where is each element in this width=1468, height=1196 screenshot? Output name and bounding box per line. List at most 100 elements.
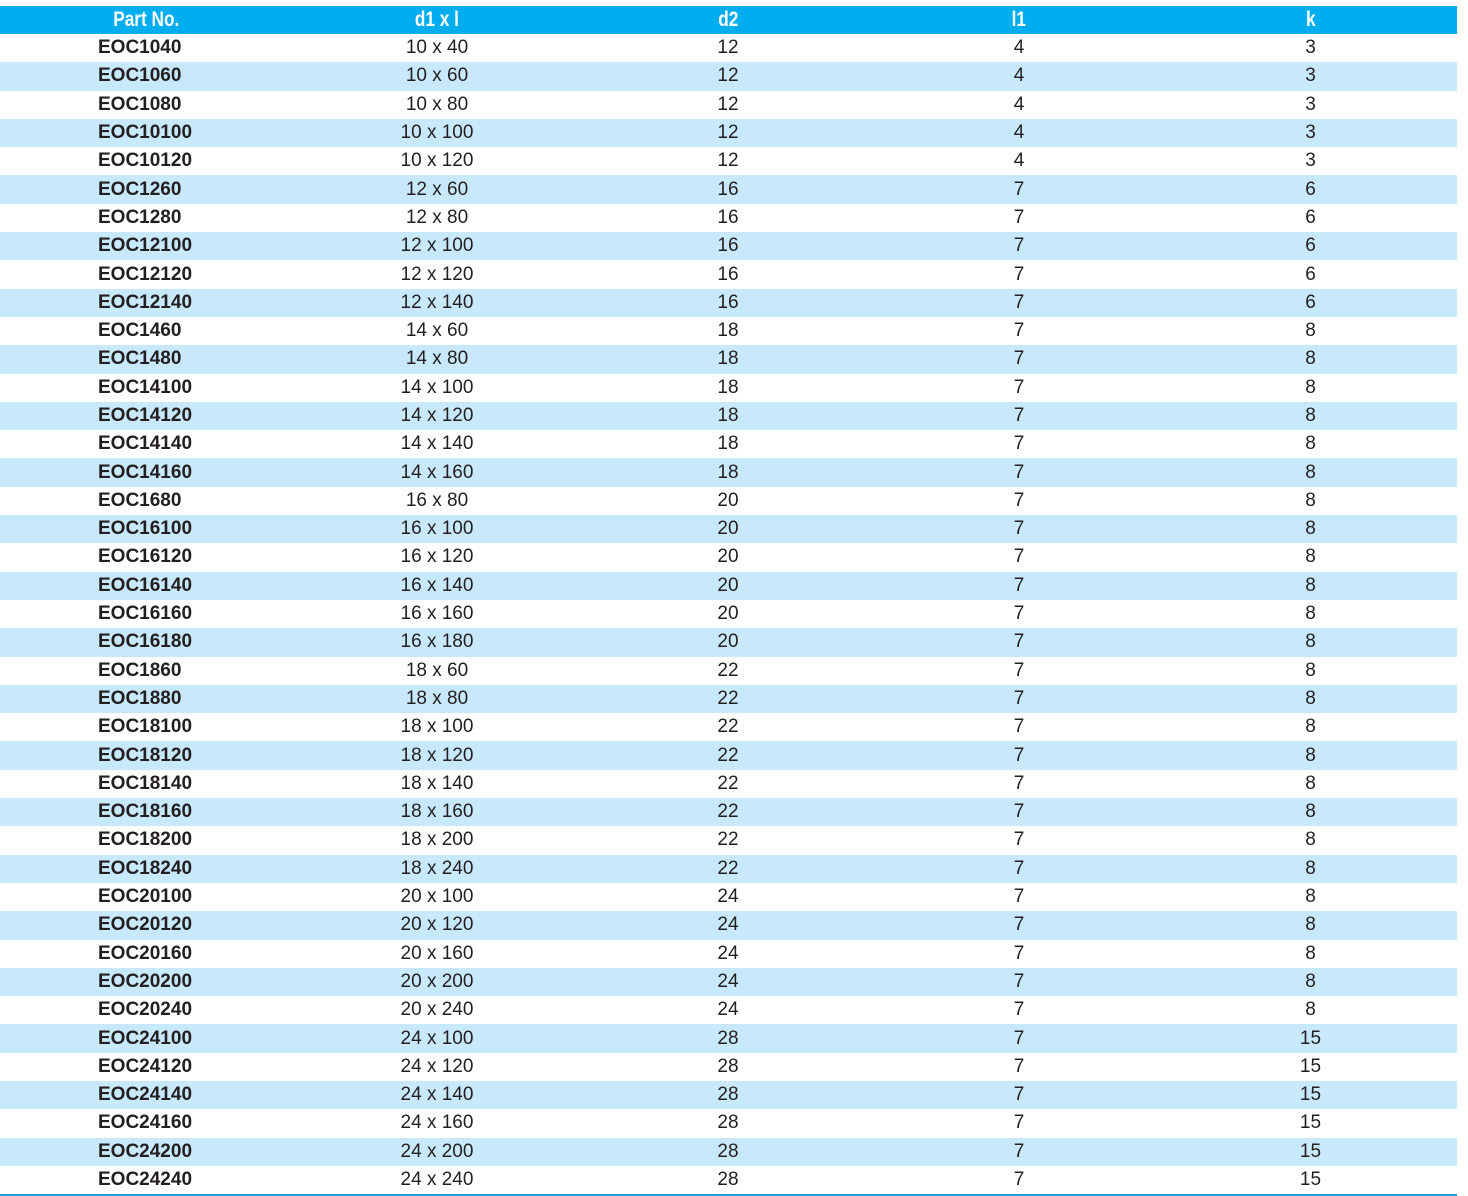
d1-x-l-cell: 18 x 100 xyxy=(400,716,474,738)
l1-cell: 7 xyxy=(874,854,1164,883)
part-no-cell: EOC1040 xyxy=(98,37,182,59)
part-no-cell: EOC16100 xyxy=(0,515,292,544)
table-row: EOC1460 14 x 60 18 7 8 xyxy=(0,317,1457,345)
part-no-cell: EOC14160 xyxy=(0,458,292,487)
l1-cell: 7 xyxy=(1013,489,1025,511)
l1-cell: 7 xyxy=(874,175,1164,204)
part-no-cell: EOC14140 xyxy=(98,433,193,455)
table-row: EOC12120 12 x 120 16 7 6 xyxy=(0,260,1457,288)
l1-cell: 7 xyxy=(874,741,1164,770)
k-cell: 15 xyxy=(1299,1112,1322,1134)
k-cell: 8 xyxy=(1305,433,1316,455)
d2-cell: 20 xyxy=(582,515,874,544)
l1-cell: 7 xyxy=(874,1024,1164,1053)
l1-cell: 4 xyxy=(1013,150,1025,172)
k-cell: 8 xyxy=(1305,376,1316,398)
table-row: EOC20240 20 x 240 24 7 8 xyxy=(0,996,1457,1024)
l1-cell: 7 xyxy=(874,911,1164,940)
d2-cell: 24 xyxy=(717,886,739,908)
d2-cell: 16 xyxy=(582,288,874,317)
d1-x-l-cell: 12 x 140 xyxy=(292,288,582,317)
d1-x-l-cell: 20 x 120 xyxy=(292,911,582,940)
part-no-cell: EOC12140 xyxy=(0,288,292,317)
d1-x-l-cell: 10 x 80 xyxy=(405,93,469,115)
table-row: EOC1880 18 x 80 22 7 8 xyxy=(0,684,1457,714)
k-cell: 8 xyxy=(1164,967,1457,997)
d2-cell: 20 xyxy=(717,603,739,625)
part-no-cell: EOC18120 xyxy=(0,741,292,770)
d1-x-l-cell: 20 x 160 xyxy=(400,942,474,964)
k-cell: 8 xyxy=(1305,489,1316,511)
table-row: EOC24140 24 x 140 28 7 15 xyxy=(0,1080,1457,1110)
d1-x-l-cell: 14 x 120 xyxy=(292,401,582,431)
d2-cell: 18 xyxy=(582,458,874,487)
k-cell: 8 xyxy=(1305,659,1316,681)
d1-x-l-cell: 18 x 80 xyxy=(292,684,582,714)
part-no-cell: EOC16120 xyxy=(98,546,193,568)
d1-x-l-cell: 18 x 160 xyxy=(292,798,582,827)
l1-cell: 7 xyxy=(874,401,1164,431)
part-no-cell: EOC24100 xyxy=(0,1024,292,1053)
d2-cell: 12 xyxy=(717,150,739,172)
table-row: EOC14120 14 x 120 18 7 8 xyxy=(0,401,1457,431)
k-cell: 8 xyxy=(1305,942,1316,964)
part-no-cell: EOC24120 xyxy=(98,1055,193,1077)
k-cell: 8 xyxy=(1164,401,1457,431)
l1-cell: 7 xyxy=(874,628,1164,657)
k-cell: 6 xyxy=(1164,288,1457,317)
header-part-no: Part No. xyxy=(0,6,292,34)
l1-cell: 7 xyxy=(874,571,1164,600)
part-no-cell: EOC1880 xyxy=(0,684,292,714)
part-no-cell: EOC16160 xyxy=(98,603,193,625)
l1-cell: 7 xyxy=(1013,433,1025,455)
d1-x-l-cell: 16 x 160 xyxy=(400,603,474,625)
table-row: EOC12140 12 x 140 16 7 6 xyxy=(0,288,1457,317)
l1-cell: 7 xyxy=(1013,1169,1025,1191)
d1-x-l-cell: 16 x 80 xyxy=(405,489,469,511)
l1-cell: 7 xyxy=(874,458,1164,487)
table-row: EOC20160 20 x 160 24 7 8 xyxy=(0,940,1457,968)
l1-cell: 7 xyxy=(1013,942,1025,964)
l1-cell: 7 xyxy=(1013,772,1025,794)
k-cell: 6 xyxy=(1305,263,1316,285)
part-no-cell: EOC1280 xyxy=(98,206,182,228)
k-cell: 8 xyxy=(1305,886,1316,908)
part-no-cell: EOC10100 xyxy=(0,118,292,148)
d1-x-l-cell: 14 x 140 xyxy=(400,433,474,455)
d2-cell: 22 xyxy=(582,854,874,883)
d1-x-l-cell: 20 x 240 xyxy=(400,999,474,1021)
l1-cell: 7 xyxy=(1013,603,1025,625)
k-cell: 15 xyxy=(1164,1080,1457,1110)
d1-x-l-cell: 12 x 120 xyxy=(400,263,474,285)
k-cell: 8 xyxy=(1305,829,1316,851)
part-no-cell: EOC18200 xyxy=(98,829,193,851)
part-no-cell: EOC18240 xyxy=(0,854,292,883)
table-row: EOC10100 10 x 100 12 4 3 xyxy=(0,118,1457,148)
d1-x-l-cell: 14 x 100 xyxy=(400,376,474,398)
d2-cell: 28 xyxy=(582,1080,874,1110)
d2-cell: 24 xyxy=(717,942,739,964)
k-cell: 15 xyxy=(1299,1055,1322,1077)
part-no-cell: EOC1080 xyxy=(98,93,182,115)
table-row: EOC1080 10 x 80 12 4 3 xyxy=(0,91,1457,119)
l1-cell: 7 xyxy=(1013,546,1025,568)
table-row: EOC1680 16 x 80 20 7 8 xyxy=(0,487,1457,515)
k-cell: 8 xyxy=(1305,546,1316,568)
part-no-cell: EOC1860 xyxy=(98,659,182,681)
d1-x-l-cell: 12 x 100 xyxy=(292,232,582,261)
d1-x-l-cell: 14 x 160 xyxy=(292,458,582,487)
part-no-cell: EOC1460 xyxy=(98,320,182,342)
d2-cell: 12 xyxy=(582,118,874,148)
k-cell: 8 xyxy=(1164,911,1457,940)
d1-x-l-cell: 24 x 200 xyxy=(292,1137,582,1166)
d1-x-l-cell: 18 x 240 xyxy=(292,854,582,883)
table-row: EOC18240 18 x 240 22 7 8 xyxy=(0,854,1457,883)
table-row: EOC12100 12 x 100 16 7 6 xyxy=(0,232,1457,261)
table-row: EOC18200 18 x 200 22 7 8 xyxy=(0,826,1457,854)
l1-cell: 7 xyxy=(1013,886,1025,908)
part-no-cell: EOC1680 xyxy=(98,489,182,511)
d2-cell: 22 xyxy=(717,659,739,681)
table-row: EOC16160 16 x 160 20 7 8 xyxy=(0,600,1457,628)
d2-cell: 16 xyxy=(717,206,739,228)
d2-cell: 28 xyxy=(582,1024,874,1053)
